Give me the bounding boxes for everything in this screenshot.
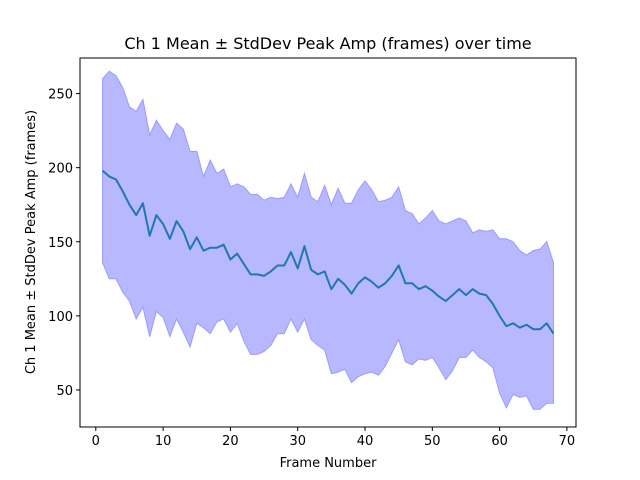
y-tick-label: 250 [48,88,73,103]
x-tick-label: 40 [357,434,374,449]
y-tick-label: 150 [48,236,73,251]
mean-line-layer [101,169,555,335]
std-dev-band [102,70,554,410]
plot-frame [79,57,577,428]
chart-title: Ch 1 Mean ± StdDev Peak Amp (frames) ove… [124,34,531,53]
x-tick-label: 20 [222,434,239,449]
y-axis-ticks: 50 100 150 200 250 [48,88,80,399]
y-tick-label: 100 [48,310,73,325]
x-tick-label: 50 [424,434,441,449]
mean-line [101,169,555,335]
y-tick-label: 200 [48,162,73,177]
y-axis-label: Ch 1 Mean ± StdDev Peak Amp (frames) [24,110,39,374]
x-tick-label: 30 [289,434,306,449]
x-tick-label: 70 [559,434,576,449]
y-tick-label: 50 [56,384,73,399]
x-axis-ticks: 0 10 20 30 40 50 60 70 [92,427,576,449]
x-axis-label: Frame Number [280,456,378,471]
x-tick-label: 60 [491,434,508,449]
x-tick-label: 10 [155,434,172,449]
x-tick-label: 0 [92,434,100,449]
std-band-layer [102,70,554,410]
